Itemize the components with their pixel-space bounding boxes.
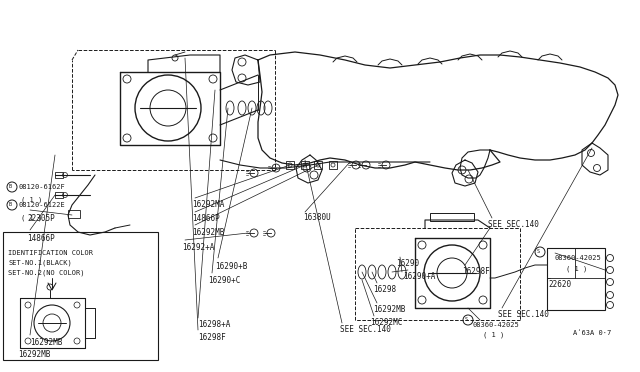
Text: 16298F: 16298F (198, 333, 226, 342)
Text: ( 1 ): ( 1 ) (21, 214, 42, 221)
Text: SET-NO.2(NO COLOR): SET-NO.2(NO COLOR) (8, 270, 84, 276)
Text: Aʹ63A 0·7: Aʹ63A 0·7 (573, 330, 611, 336)
Text: 16292MB: 16292MB (373, 305, 405, 314)
Text: 14866P: 14866P (27, 234, 55, 243)
Text: ( 1 ): ( 1 ) (21, 196, 42, 202)
Text: IDENTIFICATION COLOR: IDENTIFICATION COLOR (8, 250, 93, 256)
Text: S: S (537, 249, 540, 254)
Text: SEE SEC.140: SEE SEC.140 (340, 325, 391, 334)
Text: 16298F: 16298F (462, 267, 490, 276)
Text: 16290+A: 16290+A (403, 272, 435, 281)
Text: ( 1 ): ( 1 ) (483, 332, 504, 339)
Text: 16290+B: 16290+B (215, 262, 248, 271)
Text: S: S (465, 317, 468, 322)
Text: 16298: 16298 (373, 285, 396, 294)
Text: B: B (9, 184, 12, 189)
Text: 08120-6162F: 08120-6162F (18, 184, 65, 190)
Bar (314, 161, 322, 169)
Text: 08360-42025: 08360-42025 (555, 255, 602, 261)
Bar (55, 172, 63, 178)
Bar (430, 213, 474, 221)
Bar (286, 161, 294, 169)
Text: SEE SEC.140: SEE SEC.140 (498, 310, 549, 319)
Text: 22305P: 22305P (27, 214, 55, 223)
Text: 08120-6122E: 08120-6122E (18, 202, 65, 208)
Text: 22620: 22620 (548, 280, 571, 289)
Text: 08360-42025: 08360-42025 (473, 322, 520, 328)
Text: 16290+C: 16290+C (208, 276, 241, 285)
Bar (301, 161, 309, 169)
Text: B: B (9, 202, 12, 207)
Bar (547, 248, 605, 310)
Text: 16290: 16290 (396, 259, 419, 268)
Bar (55, 192, 63, 198)
Text: 16292+A: 16292+A (182, 243, 214, 252)
Text: ( 1 ): ( 1 ) (566, 265, 588, 272)
Text: 16380U: 16380U (303, 213, 331, 222)
Text: 16292MA: 16292MA (192, 200, 225, 209)
Text: SET-NO.1(BLACK): SET-NO.1(BLACK) (8, 260, 72, 266)
Bar (3, 232, 158, 360)
Text: SEE SEC.140: SEE SEC.140 (488, 220, 539, 229)
Text: 16292MB: 16292MB (192, 228, 225, 237)
Text: 16292MC: 16292MC (370, 318, 403, 327)
Text: 16292MB: 16292MB (18, 350, 51, 359)
Text: 14866P: 14866P (192, 214, 220, 223)
Text: 16292MB: 16292MB (30, 338, 62, 347)
Bar (329, 161, 337, 169)
Text: 16298+A: 16298+A (198, 320, 230, 329)
Bar (68, 210, 80, 218)
